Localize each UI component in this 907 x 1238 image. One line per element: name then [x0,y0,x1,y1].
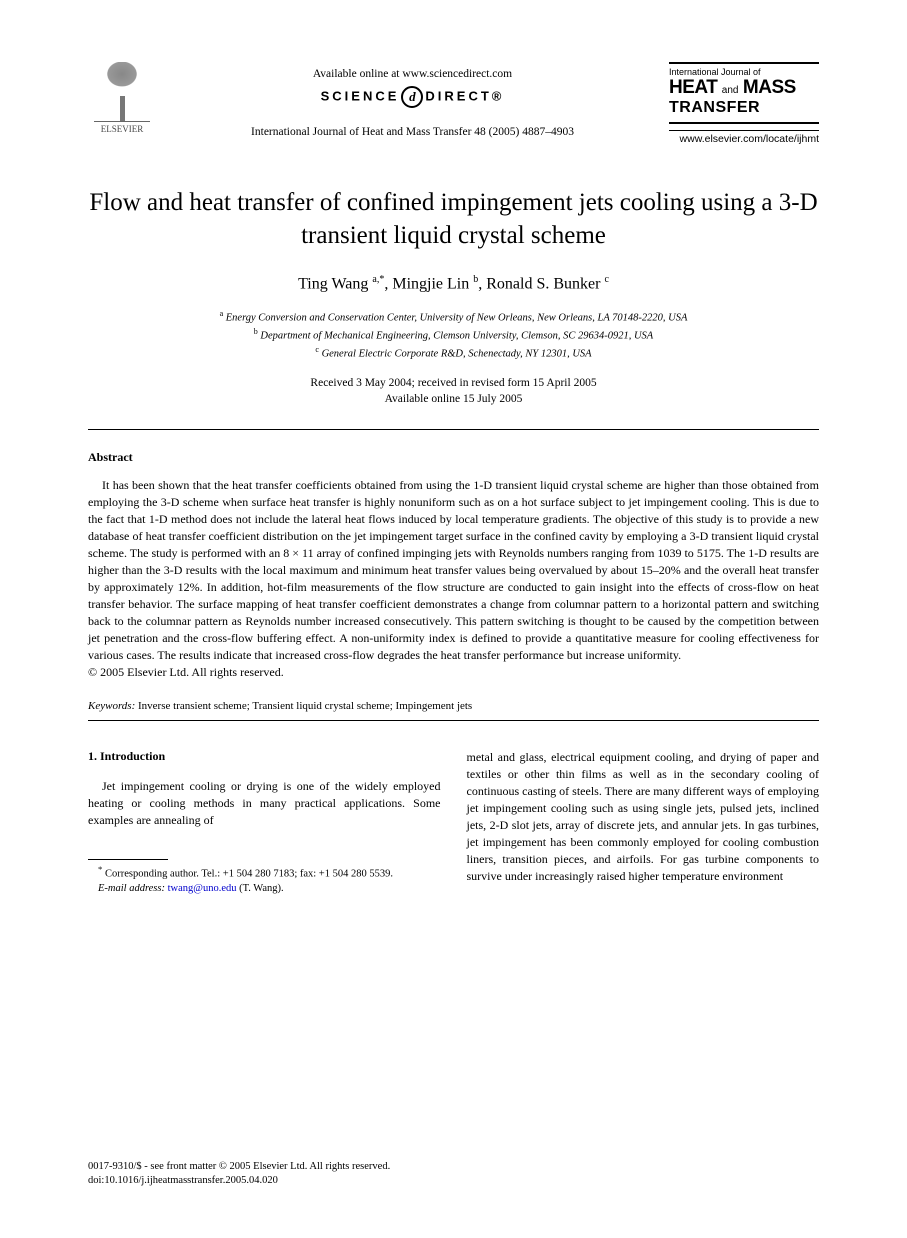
center-header: Available online at www.sciencedirect.co… [156,62,669,138]
sciencedirect-logo: SCIENCEdDIRECT® [156,86,669,108]
article-title: Flow and heat transfer of confined impin… [88,187,819,252]
footer-line2: doi:10.1016/j.ijheatmasstransfer.2005.04… [88,1174,390,1188]
footnote-email-name: (T. Wang). [236,883,283,894]
elsevier-logo: ELSEVIER [88,62,156,134]
author-2: , Mingjie Lin [384,276,473,293]
article-dates: Received 3 May 2004; received in revised… [88,375,819,407]
available-online-text: Available online at www.sciencedirect.co… [156,68,669,80]
column-left: 1. Introduction Jet impingement cooling … [88,749,441,896]
journal-title-box: International Journal of HEAT and MASS T… [669,62,819,145]
footnote-rule [88,859,168,860]
author-1-sup: a,* [372,274,384,285]
intro-heading: 1. Introduction [88,749,441,764]
abstract-copyright: © 2005 Elsevier Ltd. All rights reserved… [88,665,819,680]
footnote-corresponding: * Corresponding author. Tel.: +1 504 280… [88,864,441,882]
sd-left: SCIENCE [321,88,400,103]
footnote-email-link[interactable]: twang@uno.edu [168,883,237,894]
keywords-line: Keywords: Inverse transient scheme; Tran… [88,700,819,712]
authors-line: Ting Wang a,*, Mingjie Lin b, Ronald S. … [88,274,819,293]
affiliation-b: Department of Mechanical Engineering, Cl… [260,331,653,342]
abstract-label: Abstract [88,450,819,465]
journal-heat: HEAT [669,77,717,98]
intro-text-col1: Jet impingement cooling or drying is one… [88,778,441,829]
rule-top [88,429,819,430]
footer-line1: 0017-9310/$ - see front matter © 2005 El… [88,1160,390,1174]
keywords-label: Keywords: [88,700,135,712]
rule-bottom [88,720,819,721]
affiliation-c: General Electric Corporate R&D, Schenect… [322,349,592,360]
journal-and: and [722,85,739,96]
affiliations: a Energy Conversion and Conservation Cen… [88,308,819,363]
body-columns: 1. Introduction Jet impingement cooling … [88,749,819,896]
footnote-corresponding-text: Corresponding author. Tel.: +1 504 280 7… [105,869,393,880]
author-3: , Ronald S. Bunker [478,276,604,293]
received-date: Received 3 May 2004; received in revised… [88,375,819,391]
keywords-text: Inverse transient scheme; Transient liqu… [135,700,472,712]
abstract-text: It has been shown that the heat transfer… [88,477,819,664]
journal-box-line1: International Journal of [669,62,819,77]
intro-text-col2: metal and glass, electrical equipment co… [467,749,820,885]
author-3-sup: c [604,274,608,285]
footnote-email-label: E-mail address: [98,883,165,894]
journal-box-main: HEAT and MASS TRANSFER [669,78,819,124]
header-row: ELSEVIER Available online at www.science… [88,62,819,145]
sd-right: DIRECT® [425,88,504,103]
online-date: Available online 15 July 2005 [88,391,819,407]
page-footer: 0017-9310/$ - see front matter © 2005 El… [88,1160,390,1188]
journal-reference: International Journal of Heat and Mass T… [156,126,669,138]
author-1: Ting Wang [298,276,372,293]
journal-mass: MASS [743,77,796,98]
footnote-email-line: E-mail address: twang@uno.edu (T. Wang). [88,882,441,896]
publisher-name: ELSEVIER [88,124,156,134]
journal-transfer: TRANSFER [669,99,760,116]
journal-url: www.elsevier.com/locate/ijhmt [669,130,819,145]
sd-d-icon: d [401,86,423,108]
affiliation-a: Energy Conversion and Conservation Cente… [226,312,688,323]
column-right: metal and glass, electrical equipment co… [467,749,820,896]
elsevier-tree-icon [94,62,150,122]
